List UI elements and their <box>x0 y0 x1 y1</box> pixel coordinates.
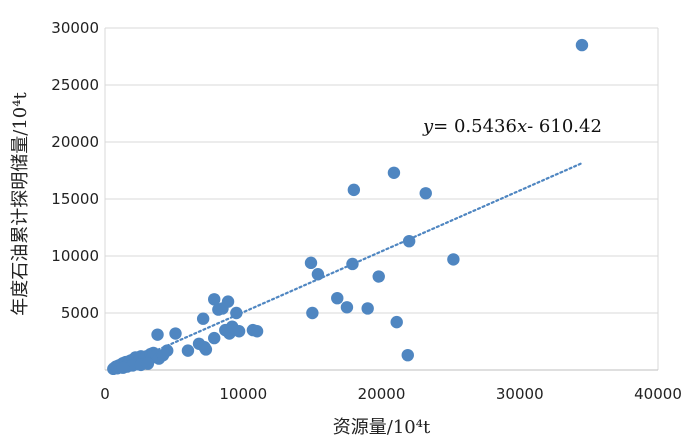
data-point <box>199 343 213 356</box>
y-tick-label: 20000 <box>51 133 99 151</box>
grid-layer <box>105 27 658 314</box>
x-tick-label: 0 <box>100 385 110 403</box>
data-point <box>181 344 195 357</box>
data-point <box>331 291 344 305</box>
data-point <box>311 268 325 281</box>
data-point <box>151 328 164 341</box>
data-point <box>250 325 264 338</box>
data-point <box>232 325 246 338</box>
data-point <box>387 166 401 179</box>
data-point <box>340 301 354 314</box>
y-tick-label: 15000 <box>51 190 99 208</box>
data-point <box>390 315 403 329</box>
data-point <box>361 302 374 315</box>
data-point <box>346 257 359 271</box>
equation-coefficient: = 0.5436 <box>433 116 517 137</box>
y-tick-label: 25000 <box>51 76 99 94</box>
equation-intercept: - 610.42 <box>527 116 602 137</box>
data-point <box>196 312 210 325</box>
data-point <box>372 270 385 283</box>
x-tick-label: 30000 <box>496 385 544 403</box>
data-point <box>208 293 221 306</box>
x-tick-label: 10000 <box>219 385 267 403</box>
data-point <box>141 357 155 370</box>
data-point <box>575 38 589 52</box>
data-point <box>230 306 243 320</box>
y-tick-label: 30000 <box>51 19 99 37</box>
data-point <box>169 327 182 340</box>
y-tick-label: 5000 <box>61 304 99 322</box>
data-point <box>116 361 130 374</box>
y-tick-label: 10000 <box>51 247 99 265</box>
data-point <box>419 187 432 200</box>
data-point <box>208 331 221 345</box>
text-layer: 0 10000 20000 30000 40000 5000 10000 15000 20000… <box>10 19 682 438</box>
x-tick-label: 20000 <box>358 385 406 403</box>
data-point <box>306 306 319 320</box>
x-tick-label: 40000 <box>634 385 682 403</box>
equation-x-var: x <box>517 116 527 137</box>
data-point <box>161 344 174 357</box>
y-axis-title: 年度石油累计探明储量/10⁴t <box>10 92 31 316</box>
trendline-equation: y= 0.5436x- 610.42 <box>422 116 602 137</box>
equation-y-var: y <box>422 116 434 137</box>
data-point <box>401 348 414 362</box>
data-point <box>347 183 361 197</box>
x-axis-title: 资源量/10⁴t <box>333 417 431 438</box>
data-point <box>402 234 416 248</box>
point-layer <box>107 38 589 376</box>
axis-layer <box>104 28 659 371</box>
data-point <box>221 295 235 308</box>
data-point <box>304 256 318 270</box>
data-point <box>447 253 460 266</box>
